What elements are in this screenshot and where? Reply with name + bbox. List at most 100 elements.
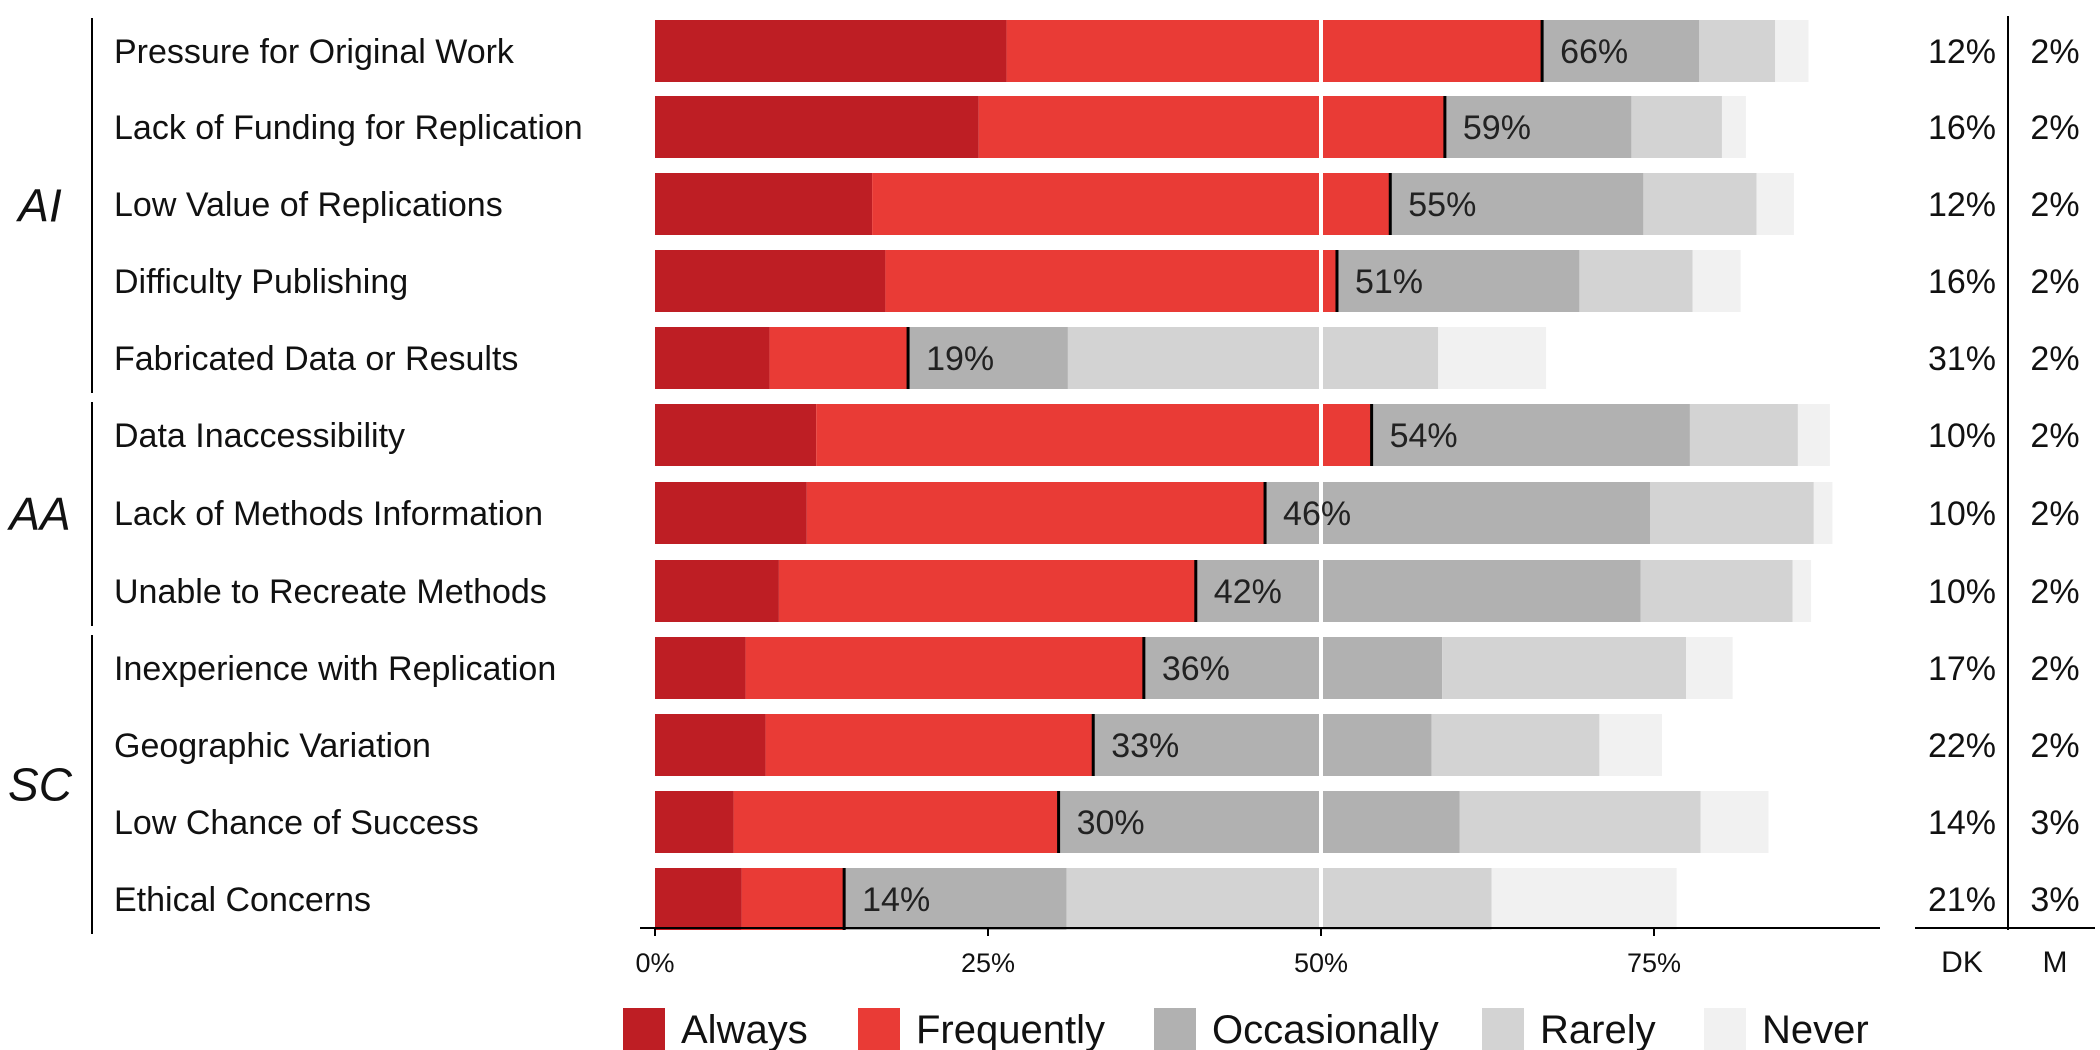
- bars-layer: [655, 20, 1833, 930]
- legend: Always Frequently Occasionally Rarely Never: [623, 1008, 1869, 1050]
- dk-value: 16%: [1928, 263, 1996, 301]
- bar-frequently: [1006, 20, 1543, 82]
- bar-occasionally: [1195, 560, 1641, 622]
- bar-frequently: [765, 714, 1094, 776]
- m-value: 3%: [2030, 804, 2079, 842]
- m-value: 2%: [2030, 340, 2079, 378]
- bar-never: [1491, 868, 1677, 930]
- percent-label: 51%: [1355, 263, 1423, 301]
- percent-label: 14%: [862, 881, 930, 919]
- category-label: Difficulty Publishing: [114, 263, 408, 301]
- bar-rarely: [1066, 868, 1492, 930]
- category-label: Unable to Recreate Methods: [114, 573, 547, 611]
- bar-frequently: [978, 96, 1445, 158]
- x-tick-label: 75%: [1627, 948, 1681, 978]
- category-label: Inexperience with Replication: [114, 650, 556, 688]
- bar-never: [1692, 250, 1741, 312]
- m-value: 2%: [2030, 573, 2079, 611]
- bar-frequently: [885, 250, 1337, 312]
- group-label: AA: [6, 488, 70, 540]
- legend-label-never: Never: [1762, 1008, 1869, 1050]
- dk-value: 22%: [1928, 727, 1996, 765]
- x-axis: 0% 25% 50% 75%: [635, 927, 1880, 978]
- bar-never: [1797, 404, 1830, 466]
- group-labels-layer: AI AA SC: [6, 18, 93, 934]
- bar-always: [655, 20, 1007, 82]
- bar-never: [1792, 560, 1812, 622]
- bar-rarely: [1631, 96, 1722, 158]
- bar-frequently: [816, 404, 1372, 466]
- bar-frequently: [745, 637, 1144, 699]
- legend-swatch-always: [623, 1008, 665, 1050]
- legend-swatch-never: [1704, 1008, 1746, 1050]
- bar-frequently: [733, 791, 1059, 853]
- percent-label: 30%: [1077, 804, 1145, 842]
- legend-label-always: Always: [681, 1008, 808, 1050]
- m-header: M: [2043, 946, 2068, 979]
- bar-always: [655, 250, 886, 312]
- m-value: 2%: [2030, 186, 2079, 224]
- bar-always: [655, 327, 770, 389]
- bar-rarely: [1431, 714, 1600, 776]
- legend-label-occasionally: Occasionally: [1212, 1008, 1439, 1050]
- m-value: 2%: [2030, 263, 2079, 301]
- percent-label: 66%: [1560, 33, 1628, 71]
- bar-never: [1686, 637, 1733, 699]
- bar-occasionally: [1444, 96, 1632, 158]
- bar-always: [655, 714, 766, 776]
- dk-value: 12%: [1928, 33, 1996, 71]
- bar-rarely: [1690, 404, 1798, 466]
- bar-frequently: [741, 868, 845, 930]
- bar-always: [655, 482, 807, 544]
- percent-label: 46%: [1283, 495, 1351, 533]
- dk-value: 21%: [1928, 881, 1996, 919]
- bar-occasionally: [908, 327, 1068, 389]
- legend-swatch-frequently: [858, 1008, 900, 1050]
- category-label: Fabricated Data or Results: [114, 340, 518, 378]
- dk-value: 31%: [1928, 340, 1996, 378]
- x-tick-label: 0%: [635, 948, 674, 978]
- x-tick-label: 50%: [1294, 948, 1348, 978]
- dk-value: 16%: [1928, 109, 1996, 147]
- dk-value: 14%: [1928, 804, 1996, 842]
- group-label: SC: [8, 759, 73, 811]
- percent-label: 19%: [926, 340, 994, 378]
- category-label: Lack of Funding for Replication: [114, 109, 583, 147]
- bar-never: [1756, 173, 1794, 235]
- x-tick-label: 25%: [961, 948, 1015, 978]
- percent-label: 33%: [1111, 727, 1179, 765]
- legend-label-rarely: Rarely: [1540, 1008, 1656, 1050]
- bar-frequently: [769, 327, 909, 389]
- percent-label: 59%: [1463, 109, 1531, 147]
- category-label: Ethical Concerns: [114, 881, 371, 919]
- bar-always: [655, 560, 779, 622]
- bar-rarely: [1067, 327, 1439, 389]
- bar-never: [1813, 482, 1833, 544]
- m-value: 2%: [2030, 495, 2079, 533]
- bar-always: [655, 791, 734, 853]
- bar-rarely: [1579, 250, 1693, 312]
- category-label: Low Chance of Success: [114, 804, 479, 842]
- bar-always: [655, 96, 979, 158]
- m-value: 2%: [2030, 33, 2079, 71]
- percent-labels-layer: 66% 59% 55% 51% 19% 54% 46% 42% 36% 33% 30% 14%: [862, 33, 1628, 919]
- bar-frequently: [806, 482, 1265, 544]
- category-label: Data Inaccessibility: [114, 417, 405, 455]
- bar-occasionally: [1093, 714, 1432, 776]
- bar-never: [1721, 96, 1746, 158]
- category-label: Lack of Methods Information: [114, 495, 543, 533]
- legend-swatch-occasionally: [1154, 1008, 1196, 1050]
- bar-always: [655, 637, 746, 699]
- side-columns: 12% 2% 16% 2% 12% 2% 16% 2% 31% 2% 10% 2% 10% 2% 10% 2%…: [1915, 16, 2095, 979]
- bar-rarely: [1699, 20, 1776, 82]
- bar-rarely: [1643, 173, 1757, 235]
- m-value: 2%: [2030, 109, 2079, 147]
- m-value: 2%: [2030, 650, 2079, 688]
- bar-frequently: [778, 560, 1196, 622]
- category-label: Geographic Variation: [114, 727, 431, 765]
- bar-rarely: [1442, 637, 1686, 699]
- legend-label-frequently: Frequently: [916, 1008, 1105, 1050]
- dk-value: 17%: [1928, 650, 1996, 688]
- bar-occasionally: [844, 868, 1067, 930]
